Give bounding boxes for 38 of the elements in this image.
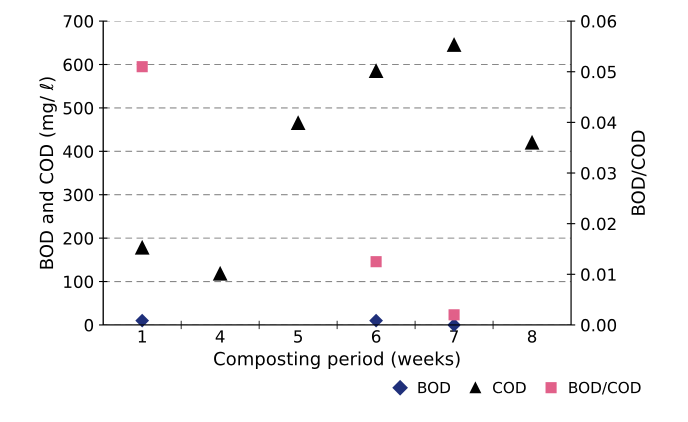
y-tick-label: 700 bbox=[64, 15, 94, 28]
point bbox=[136, 61, 148, 72]
point bbox=[447, 38, 462, 52]
point bbox=[213, 266, 228, 281]
y2-tick-label: 0.01 bbox=[581, 268, 616, 281]
point bbox=[370, 314, 383, 328]
y2-tick-label: 0.04 bbox=[581, 116, 616, 129]
legend-label: COD bbox=[493, 382, 526, 394]
y-tick-label: 300 bbox=[64, 188, 94, 202]
legend-label: BOD/COD bbox=[569, 382, 641, 395]
y-tick-label: 100 bbox=[64, 275, 94, 288]
x-tick-label: 4 bbox=[216, 330, 225, 342]
y2-tick-label: 0.05 bbox=[581, 66, 616, 78]
x-tick-label: 8 bbox=[528, 330, 536, 343]
x-tick-label: 5 bbox=[294, 330, 302, 343]
point bbox=[291, 116, 306, 130]
x-tick-label: 7 bbox=[450, 330, 458, 342]
point bbox=[448, 309, 460, 320]
x-tick-label: 1 bbox=[138, 330, 146, 342]
y-tick-label: 600 bbox=[64, 58, 94, 72]
point bbox=[525, 136, 539, 150]
legend-label: BOD bbox=[418, 382, 450, 394]
y-tick-label: 500 bbox=[64, 102, 94, 114]
y2-tick-label: 0.00 bbox=[581, 318, 616, 332]
y2-tick-label: 0.02 bbox=[581, 218, 616, 230]
y-tick-label: 200 bbox=[64, 232, 94, 245]
point bbox=[136, 314, 149, 328]
y2-tick-label: 0.06 bbox=[581, 15, 616, 28]
point bbox=[369, 64, 384, 78]
y-axis-title: BOD and COD (mg/ ℓ) bbox=[39, 77, 57, 269]
x-tick-label: 6 bbox=[372, 330, 380, 343]
y2-tick-label: 0.03 bbox=[581, 166, 616, 180]
point bbox=[135, 240, 150, 255]
point bbox=[370, 256, 382, 268]
y-tick-label: 400 bbox=[63, 145, 94, 158]
y2-axis-title: BOD/COD bbox=[631, 130, 646, 215]
x-axis-title: Composting period (weeks) bbox=[214, 351, 460, 369]
y-tick-label: 0 bbox=[84, 318, 94, 332]
